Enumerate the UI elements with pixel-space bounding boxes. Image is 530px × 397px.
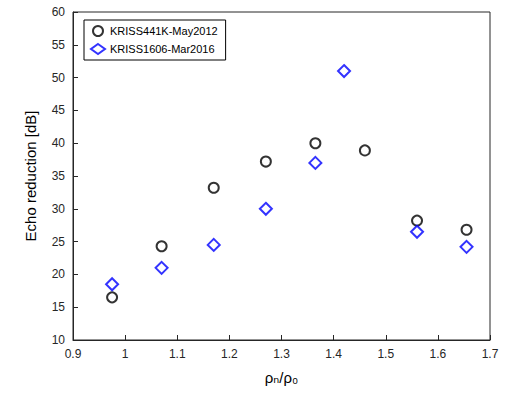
svg-text:KRISS441K-May2012: KRISS441K-May2012 <box>110 25 218 37</box>
svg-text:1.4: 1.4 <box>325 347 342 361</box>
svg-text:10: 10 <box>52 333 66 347</box>
svg-text:30: 30 <box>52 202 66 216</box>
svg-text:40: 40 <box>52 136 66 150</box>
svg-text:1: 1 <box>122 347 129 361</box>
svg-text:60: 60 <box>52 5 66 19</box>
svg-text:20: 20 <box>52 267 66 281</box>
svg-text:1.2: 1.2 <box>221 347 238 361</box>
svg-text:KRISS1606-Mar2016: KRISS1606-Mar2016 <box>110 43 215 55</box>
svg-text:15: 15 <box>52 300 66 314</box>
svg-text:1.1: 1.1 <box>169 347 186 361</box>
svg-text:1.5: 1.5 <box>377 347 394 361</box>
svg-text:0.9: 0.9 <box>65 347 82 361</box>
svg-text:35: 35 <box>52 169 66 183</box>
svg-text:50: 50 <box>52 71 66 85</box>
svg-text:ρₙ/ρ₀: ρₙ/ρ₀ <box>265 369 298 386</box>
svg-text:45: 45 <box>52 103 66 117</box>
svg-text:Echo reduction [dB]: Echo reduction [dB] <box>22 111 39 242</box>
svg-text:1.3: 1.3 <box>273 347 290 361</box>
svg-text:55: 55 <box>52 38 66 52</box>
svg-text:1.7: 1.7 <box>482 347 499 361</box>
svg-text:25: 25 <box>52 235 66 249</box>
svg-text:1.6: 1.6 <box>430 347 447 361</box>
